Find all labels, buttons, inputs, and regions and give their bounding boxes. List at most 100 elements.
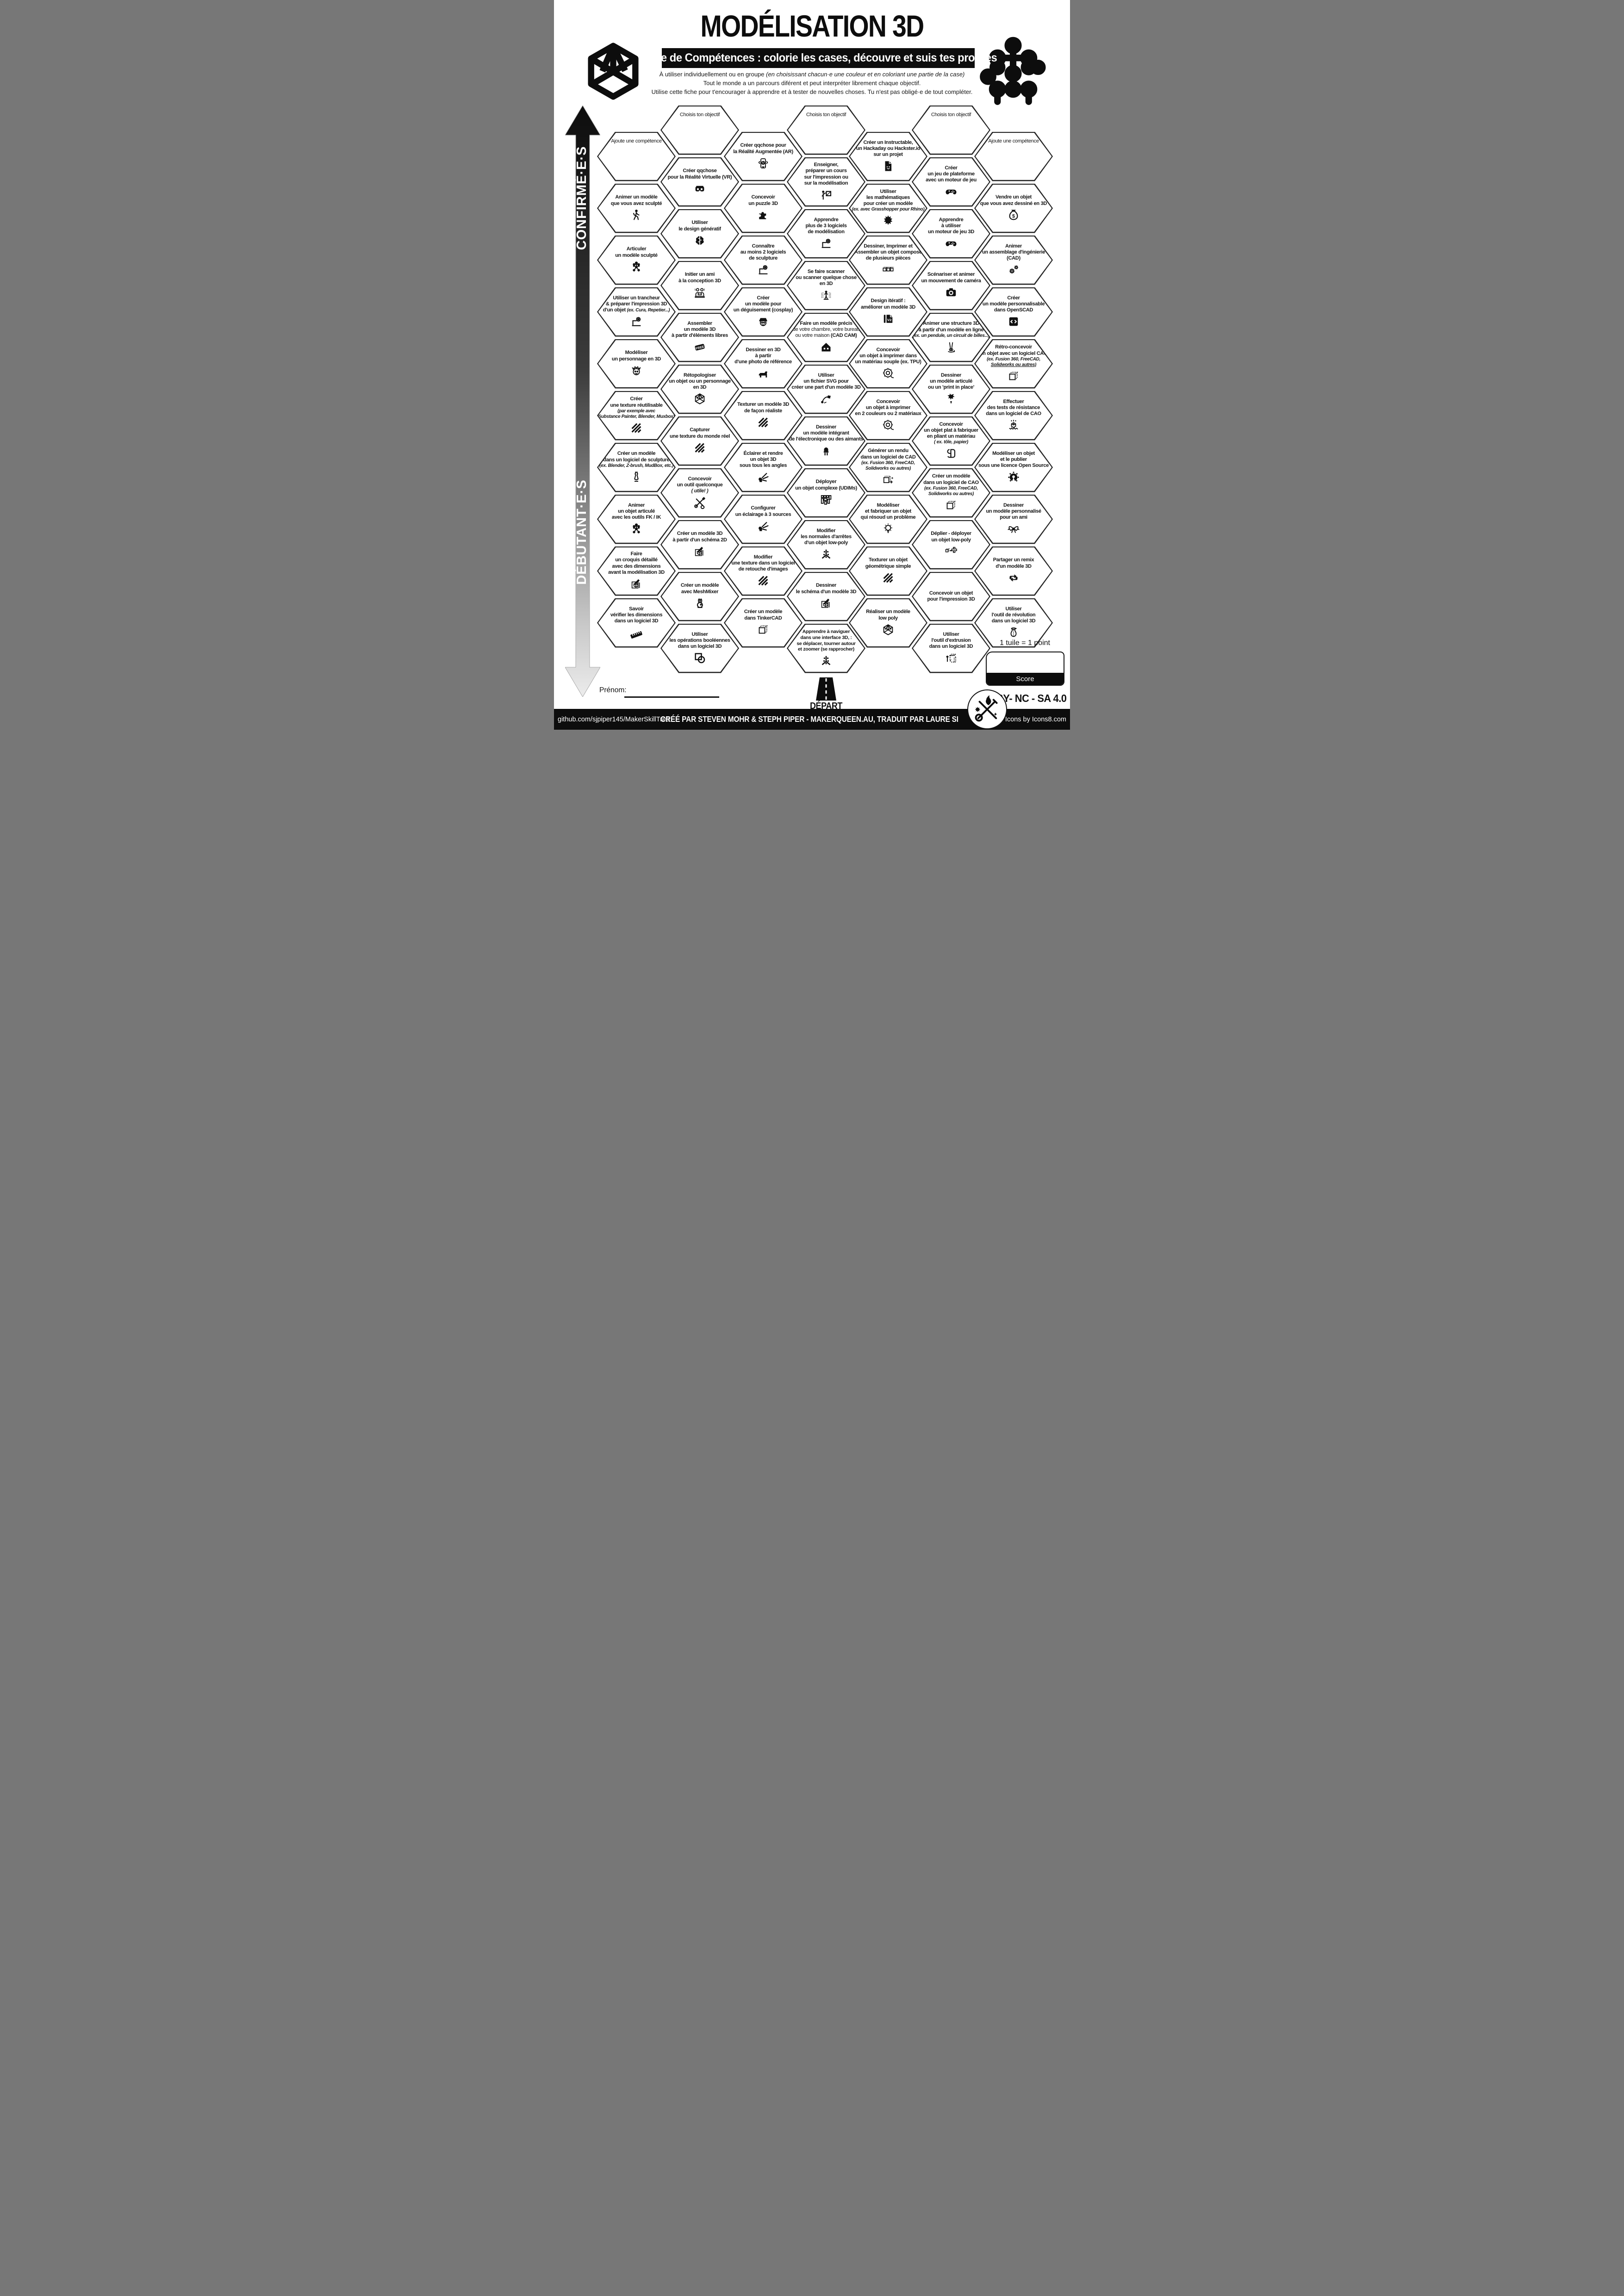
hex-tile-openscad-model[interactable]: Créer un modèle personnalisable dans OpenS… [974, 287, 1053, 337]
hex-tile-animate-fk-ik[interactable]: Animer un objet articulé avec les outils F… [597, 494, 676, 544]
hex-tile-generative-design[interactable]: Utiliser le design génératif [660, 209, 739, 259]
hex-tile-text: Réaliser un modèle low poly [854, 601, 923, 645]
hex-tile-platform-game[interactable]: Créer un jeu de plateforme avec un moteur … [912, 157, 990, 207]
hex-tile-share-remix[interactable]: Partager un remix d'un modèle 3D [974, 546, 1053, 596]
hex-tile-sell-3d-design[interactable]: Vendre un objet que vous avez dessiné en … [974, 183, 1053, 233]
hex-tile-learn-game-engine[interactable]: Apprendre à utiliser un moteur de jeu 3D [912, 209, 990, 259]
two-color-spool-icon [881, 418, 895, 432]
venus-statue-icon [629, 470, 643, 484]
extrude-cube-icon [944, 651, 958, 665]
prenom-input-line[interactable] [624, 696, 719, 698]
footer-icons8-credit: Icons by Icons8.com [1005, 715, 1066, 723]
dog-icon [756, 366, 770, 380]
hex-tile-text: Vendre un objet que vous avez dessiné en … [979, 186, 1048, 230]
hex-tile-light-and-render[interactable]: Éclairer et rendre un objet 3D sous tous l… [724, 442, 803, 492]
hex-tile-solve-a-problem[interactable]: Modéliser et fabriquer un objet qui résoud… [849, 494, 927, 544]
hex-tile-text: Modéliser un objet et le publier sous une … [978, 445, 1049, 490]
hex-tile-revolve-tool[interactable]: Utiliser l'outil de révolution dans un log… [974, 598, 1053, 648]
hex-tile-publish-open-source[interactable]: Modéliser un objet et le publier sous une … [974, 442, 1053, 492]
hex-tile-text: Animer une structure 3D à partir d'un mod… [913, 315, 989, 360]
hex-tile-camera-animation[interactable]: Scénariser et animer un mouvement de camé… [912, 261, 990, 310]
hex-tile-use-slicer[interactable]: Utiliser un trancheur & préparer l'impres… [597, 287, 676, 337]
hex-tile-cosplay-model[interactable]: Créer un modèle pour un déguisement (cospl… [724, 287, 803, 337]
gears-icon [1007, 263, 1020, 277]
hex-tile-math-modeling[interactable]: Utiliser les mathématiques pour créer un m… [849, 183, 927, 233]
hex-tile-add-skill-right[interactable]: Ajoute une compétence [974, 131, 1053, 181]
hex-tile-reverse-engineer-cad[interactable]: Rétro-concevoir un objet avec un logiciel… [974, 339, 1053, 389]
hex-tile-three-point-lighting[interactable]: Configurer un éclairage à 3 sources [724, 494, 803, 544]
hex-tile-create-reusable-texture[interactable]: Créer une texture réutilisable (par exempl… [597, 391, 676, 441]
hex-tile-navigate-3d-interface[interactable]: Apprendre à naviguer dans une interface 3… [787, 623, 865, 673]
hex-tile-write-instructable[interactable]: Créer un Instructable, un Hackaday ou Hac… [849, 131, 927, 181]
hex-tile-assemble-free-elements[interactable]: Assembler un modèle 3D à partir d'éléments… [660, 312, 739, 362]
hex-tile-text: Savoir vérifier les dimensions dans un log… [602, 601, 671, 645]
v2-doc-icon: V2 [881, 312, 895, 326]
hex-tile-edit-edge-normals[interactable]: Modifier les normales d'arrêtes d'un objet… [787, 520, 865, 570]
hex-tile-design-useful-tool[interactable]: Concevoir un outil quelconque( utile! ) [660, 468, 739, 518]
hex-tile-realistic-texturing[interactable]: Texturer un modèle 3D de façon réaliste [724, 391, 803, 441]
hex-tile-flexible-material-print[interactable]: Concevoir un objet à imprimer dans un maté… [849, 339, 927, 389]
hex-tile-unfold-lowpoly[interactable]: Déplier - déployer un objet low-poly [912, 520, 990, 570]
hex-tile-model-in-sculpt-software[interactable]: Créer un modèle dans un logiciel de sculp… [597, 442, 676, 492]
hex-tile-draw-from-photo[interactable]: Dessiner en 3D à partir d'une photo de réf… [724, 339, 803, 389]
hex-tile-capture-real-texture[interactable]: Capturer une texture du monde réel [660, 416, 739, 466]
depart-label: DÉPART [810, 701, 842, 711]
hex-tile-animate-online-model[interactable]: Animer une structure 3D à partir d'un mod… [912, 312, 990, 362]
hex-tile-unwrap-udims[interactable]: Déployer un objet complexe (UDIMs) [787, 468, 865, 518]
hex-tile-flat-folded-object[interactable]: Concevoir un objet plat à fabriquer en pli… [912, 416, 990, 466]
hex-tile-print-in-place-model[interactable]: Dessiner un modèle articulé ou un 'print i… [912, 364, 990, 414]
hex-tile-teach-friend-3d[interactable]: Initier un ami à la conception 3D [660, 261, 739, 310]
hex-tile-text: Créer qqchose pour la Réalité Augmentée (… [729, 134, 798, 179]
hex-tile-choose-goal-2[interactable]: Choisis ton objectif [787, 105, 865, 155]
hex-tile-design-3d-puzzle[interactable]: Concevoir un puzzle 3D [724, 183, 803, 233]
hex-tile-text: Modifier une texture dans un logiciel de r… [729, 549, 798, 593]
hex-tile-animate-cad-assembly[interactable]: Animer un assemblage d'ingénierie (CAD) [974, 235, 1053, 285]
hex-tile-extrude-tool[interactable]: Utiliser l'outil d'extrusion dans un logic… [912, 623, 990, 673]
hex-tile-meshmixer-model[interactable]: Créer un modèle avec MeshMixer [660, 571, 739, 621]
hex-tile-make-lowpoly-model[interactable]: Réaliser un modèle low poly [849, 598, 927, 648]
hex-tile-rig-sculpted-model[interactable]: Articuler un modèle sculpté [597, 235, 676, 285]
hex-tile-text: Éclairer et rendre un objet 3D sous tous l… [729, 445, 798, 490]
hex-tile-model-character-3d[interactable]: Modéliser un personnage en 3D [597, 339, 676, 389]
hex-tile-draw-model-schematic[interactable]: Dessiner le schéma d'un modèle 3D [787, 571, 865, 621]
hex-tile-model-with-electronics[interactable]: Dessiner un modèle intégrant de l'électron… [787, 416, 865, 466]
hex-tile-check-dimensions[interactable]: Savoir vérifier les dimensions dans un log… [597, 598, 676, 648]
lowpoly-sphere-icon [881, 623, 895, 637]
hex-tile-retopologize[interactable]: Rétopologiser un objet ou un personnage en… [660, 364, 739, 414]
edge-normals-icon [819, 547, 833, 561]
image-editor-texture-icon [756, 574, 770, 588]
hex-tile-teach-a-course[interactable]: Enseigner, préparer un cours sur l'impress… [787, 157, 865, 207]
hex-tile-create-for-vr[interactable]: Créer qqchose pour la Réalité Virtuelle (… [660, 157, 739, 207]
hex-tile-detailed-sketch[interactable]: Faire un croquis détaillé avec des dimensi… [597, 546, 676, 596]
navigate-axis-icon [819, 654, 833, 668]
hex-tile-iterative-design[interactable]: Design itératif : améliorer un modèle 3D V… [849, 287, 927, 337]
hex-tile-add-skill[interactable]: Ajoute une compétence [597, 131, 676, 181]
hex-tile-two-color-print[interactable]: Concevoir un objet à imprimer en 2 couleur… [849, 391, 927, 441]
hex-tile-stress-tests-cad[interactable]: Effectuer des tests de résistance dans un … [974, 391, 1053, 441]
hex-tile-know-2-sculpt-softwares[interactable]: Connaître au moins 2 logiciels de sculptur… [724, 235, 803, 285]
hex-tile-learn-3-softwares[interactable]: Apprendre plus de 3 logiciels de modélisat… [787, 209, 865, 259]
hex-tile-model-from-2d-schema[interactable]: Créer un modèle 3D à partir d'un schéma 2… [660, 520, 739, 570]
hex-tile-get-3d-scanned[interactable]: Se faire scanner ou scanner quelque chose… [787, 261, 865, 310]
hex-tile-model-for-friend[interactable]: Dessiner un modèle personnalisé pour un am… [974, 494, 1053, 544]
hex-tile-boolean-operations[interactable]: Utiliser les opérations booléennes dans un… [660, 623, 739, 673]
hex-tile-text: Utiliser les mathématiques pour créer un m… [852, 186, 925, 230]
hex-tile-text: Créer un modèle dans TinkerCAD [729, 601, 798, 645]
hex-tile-edit-texture-image-editor[interactable]: Modifier une texture dans un logiciel de r… [724, 546, 803, 596]
hex-tile-multi-part-object[interactable]: Dessiner, Imprimer et Assembler un objet … [849, 235, 927, 285]
score-input[interactable] [987, 652, 1064, 673]
hex-tile-texture-simple-object[interactable]: Texturer un objet géométrique simple [849, 546, 927, 596]
hex-tile-choose-goal-3[interactable]: Choisis ton objectif [912, 105, 990, 155]
hex-tile-text: Dessiner en 3D à partir d'une photo de réf… [729, 341, 798, 386]
hex-tile-svg-to-3d[interactable]: Utiliser un fichier SVG pour créer une par… [787, 364, 865, 414]
hex-tile-choose-goal-1[interactable]: Choisis ton objectif [660, 105, 739, 155]
hex-tile-design-for-3d-print[interactable]: Concevoir un objet pour l'impression 3D [912, 571, 990, 621]
hex-tile-tinkercad-model[interactable]: Créer un modèle dans TinkerCAD [724, 598, 803, 648]
hex-tile-create-for-ar[interactable]: Créer qqchose pour la Réalité Augmentée (… [724, 131, 803, 181]
hex-tile-cad-model[interactable]: Créer un modèle dans un logiciel de CAO (e… [912, 468, 990, 518]
hex-tile-animate-sculpted-model[interactable]: Animer un modèle que vous avez sculpté [597, 183, 676, 233]
hex-tile-text: Assembler un modèle 3D à partir d'éléments… [666, 315, 734, 360]
hex-tile-cad-render[interactable]: Générer un rendu dans un logiciel de CAD(… [849, 442, 927, 492]
depart-road-icon [816, 677, 836, 701]
hex-tile-model-your-home[interactable]: Faire un modèle précis de votre chambre, … [787, 312, 865, 362]
